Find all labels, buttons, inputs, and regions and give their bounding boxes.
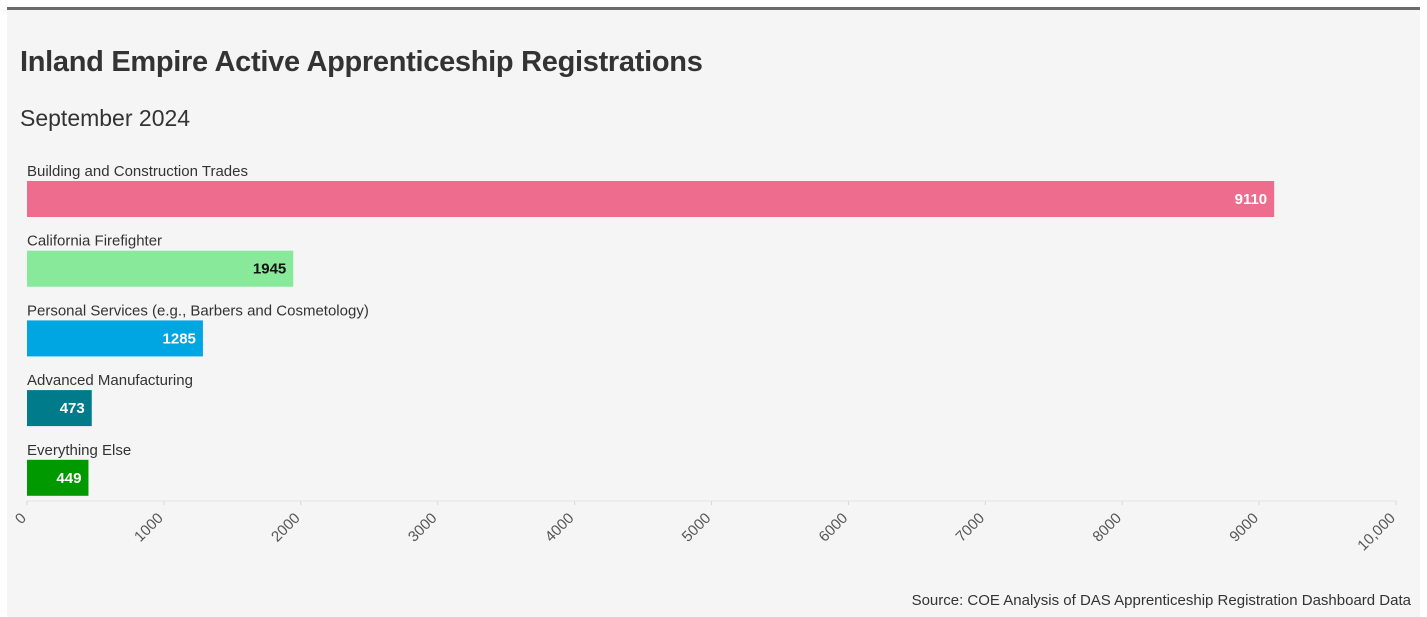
bar (27, 459, 89, 496)
data-label: 1285 (163, 330, 196, 347)
chart-panel: Inland Empire Active Apprenticeship Regi… (7, 7, 1420, 617)
data-label: 473 (60, 400, 85, 417)
chart-title: Inland Empire Active Apprenticeship Regi… (20, 46, 703, 78)
chart-subtitle: September 2024 (20, 105, 191, 131)
category-label: California Firefighter (27, 233, 162, 250)
x-tick-label: 5000 (679, 510, 715, 546)
category-label: Building and Construction Trades (27, 163, 248, 180)
x-tick-label: 3000 (405, 510, 441, 546)
category-label: Everything Else (27, 442, 131, 459)
data-label: 449 (56, 470, 81, 487)
x-tick-label: 10,000 (1354, 510, 1398, 554)
x-tick-label: 7000 (953, 510, 989, 546)
x-tick-label: 8000 (1089, 510, 1125, 546)
x-tick-label: 6000 (816, 510, 852, 546)
category-label: Personal Services (e.g., Barbers and Cos… (27, 302, 369, 319)
x-tick-label: 9000 (1226, 510, 1262, 546)
bar (27, 390, 92, 427)
bar (27, 250, 294, 287)
category-label: Advanced Manufacturing (27, 372, 193, 389)
data-label: 9110 (1235, 191, 1268, 208)
x-tick-label: 1000 (131, 510, 167, 546)
data-label: 1945 (253, 261, 286, 278)
x-tick-label: 0 (12, 510, 30, 528)
x-tick-label: 2000 (268, 510, 304, 546)
bar (27, 181, 1275, 217)
bar (27, 320, 203, 357)
x-tick-label: 4000 (542, 510, 578, 546)
chart-source: Source: COE Analysis of DAS Apprenticesh… (911, 592, 1411, 609)
